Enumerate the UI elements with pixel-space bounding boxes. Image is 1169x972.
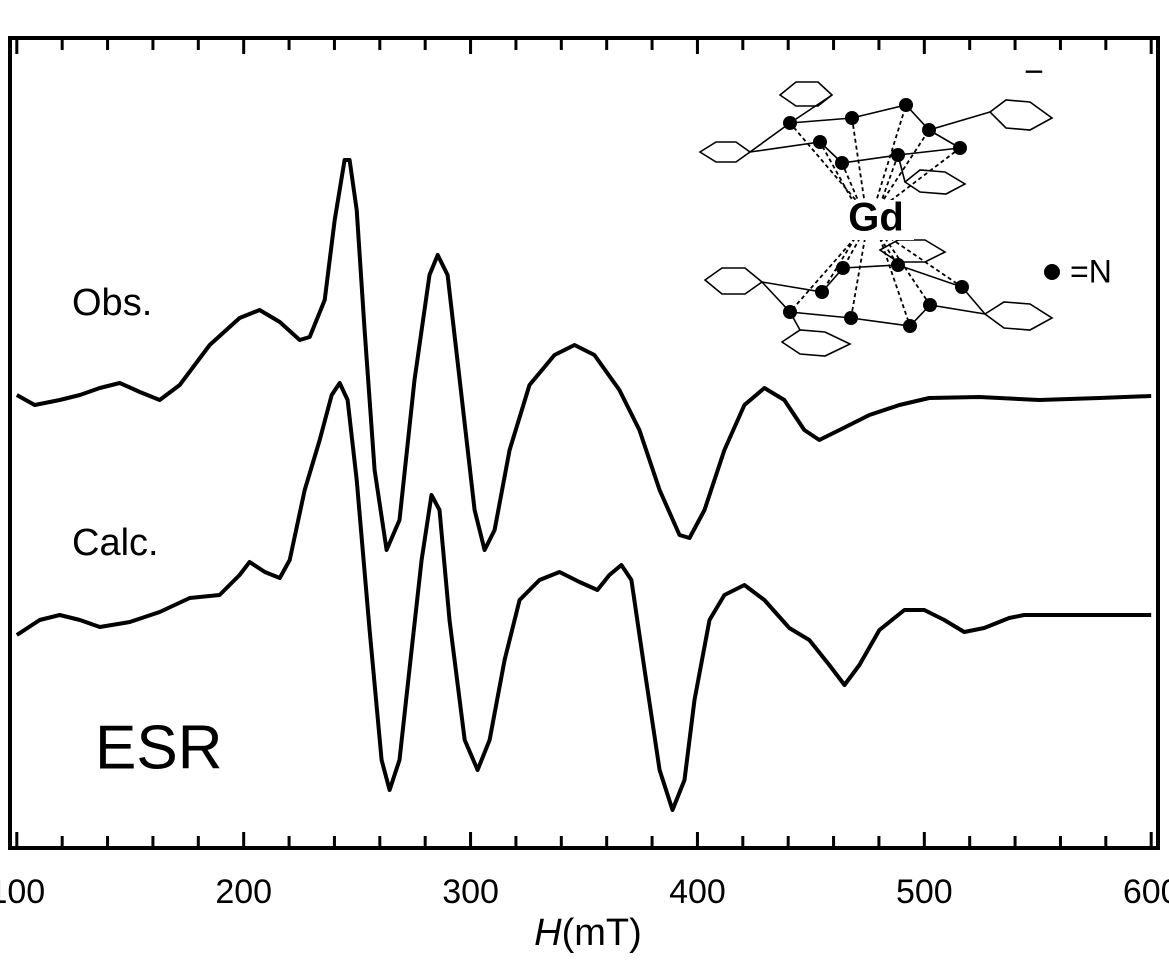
series-label: Obs. (72, 282, 152, 324)
nitrogen-legend: =N (1070, 253, 1112, 289)
plot-frame (8, 36, 1160, 850)
spectrum-line (15, 381, 1152, 812)
annotation: ESR (95, 713, 222, 782)
x-tick-label: 600 (1123, 873, 1169, 911)
x-tick-label: 400 (669, 873, 726, 911)
molecule-inset: Gd =N − (698, 53, 1112, 357)
series-label: Calc. (72, 522, 159, 564)
x-tick-label: 300 (442, 873, 499, 911)
x-axis-label: H(mT) (534, 912, 642, 954)
x-tick-label: 500 (896, 873, 953, 911)
charge-label: − (1024, 53, 1044, 91)
x-tick-label: 200 (215, 873, 272, 911)
spectrum-line (15, 158, 1152, 552)
metal-label: Gd (848, 196, 904, 240)
x-tick-label: 100 (0, 873, 45, 911)
